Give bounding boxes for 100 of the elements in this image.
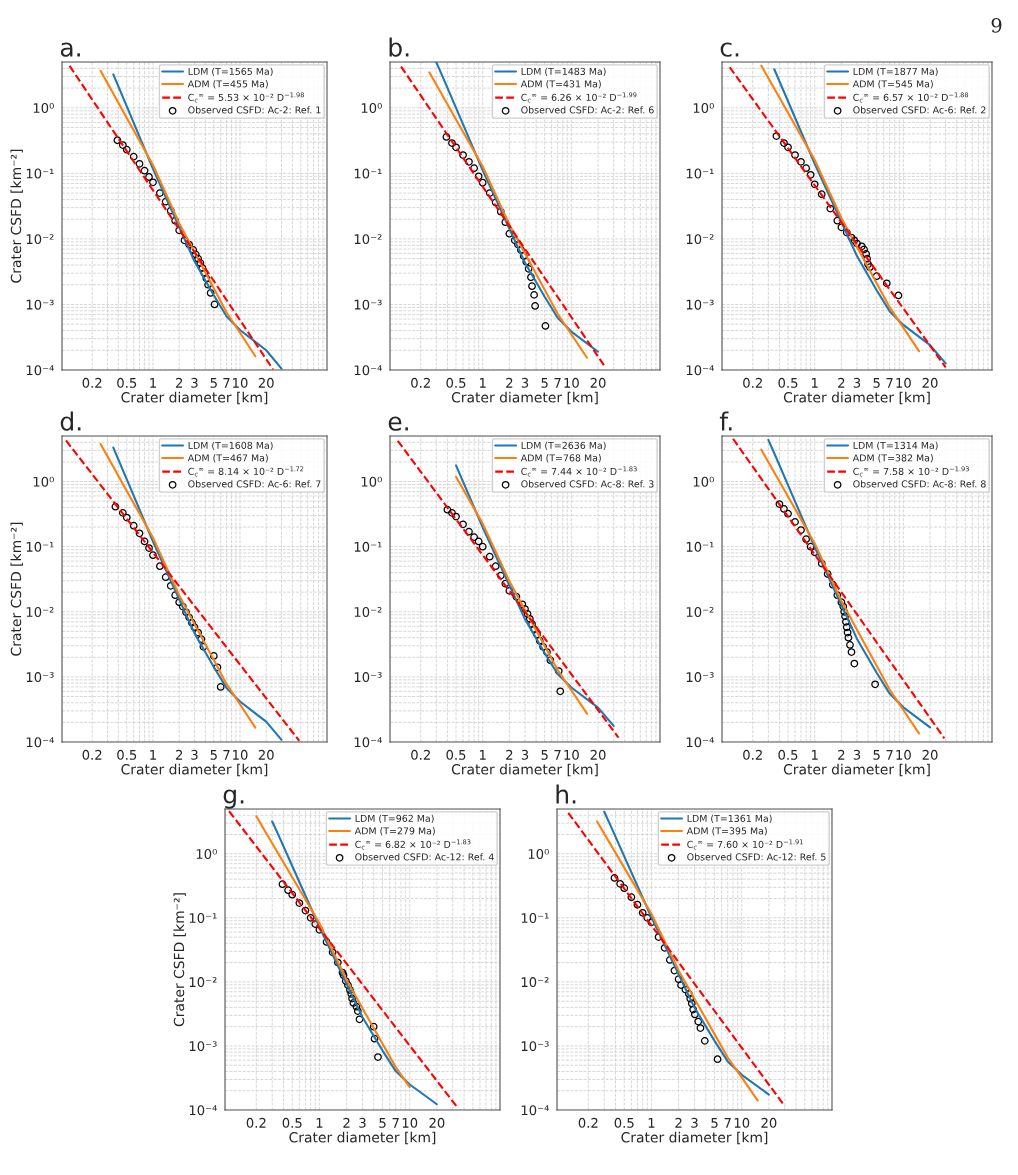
x-tick-label: 0.5 — [282, 1117, 302, 1128]
legend-label: C$_{c}$$^{∞}$ = 7.44 × 10⁻² D$^{−1.83}$ — [521, 466, 637, 477]
y-tick-label: 10⁰ — [196, 848, 217, 859]
y-tick-label: 10⁰ — [693, 103, 714, 114]
y-tick-label: 10⁻¹ — [686, 168, 714, 179]
legend-label: Observed CSFD: Ac-8: Ref. 3 — [521, 480, 654, 488]
legend-label: Observed CSFD: Ac-2: Ref. 6 — [521, 106, 654, 114]
legend-label: LDM (T=1483 Ma) — [521, 67, 606, 77]
x-tick-label: 0.5 — [446, 377, 466, 388]
x-axis-title: Crater diameter [km] — [451, 391, 598, 405]
legend-label: LDM (T=2636 Ma) — [521, 441, 606, 451]
chart-title: a. — [60, 42, 80, 57]
y-tick-label: 10⁰ — [693, 476, 714, 487]
y-tick-label: 10⁻⁴ — [686, 737, 714, 748]
x-axis-title: Crater diameter [km] — [783, 763, 930, 777]
legend-label: ADM (T=279 Ma) — [354, 827, 435, 836]
legend-label: C$_{c}$$^{∞}$ = 6.26 × 10⁻² D$^{−1.99}$ — [521, 92, 637, 103]
legend-label: LDM (T=1565 Ma) — [188, 67, 273, 77]
x-tick-label: 0.5 — [614, 1117, 634, 1128]
y-tick-label: 10⁻² — [26, 234, 54, 245]
x-tick-label: 1 — [150, 378, 156, 388]
x-tick-label: 10 — [233, 749, 248, 760]
y-tick-label: 10⁻³ — [521, 1041, 549, 1052]
x-tick-label: 3 — [853, 377, 861, 388]
x-tick-label: 20 — [922, 749, 938, 760]
x-tick-label: 7 — [392, 1118, 399, 1128]
x-tick-label: 10 — [402, 1117, 418, 1128]
x-tick-label: 2 — [343, 1117, 350, 1128]
x-tick-label: 2 — [838, 749, 845, 760]
x-axis-title: Crater diameter [km] — [783, 391, 930, 405]
x-tick-label: 5 — [711, 1118, 718, 1128]
chart-title: e. — [388, 416, 408, 431]
x-tick-label: 0.5 — [446, 749, 466, 760]
y-tick-label: 10⁻² — [686, 234, 714, 245]
x-tick-label: 0.5 — [778, 749, 798, 760]
x-tick-label: 0.2 — [743, 749, 762, 760]
x-tick-label: 2 — [675, 1117, 682, 1128]
y-tick-label: 10⁻² — [686, 606, 714, 617]
y-tick-label: 10⁻¹ — [189, 913, 217, 924]
x-tick-label: 1 — [316, 1118, 323, 1128]
y-tick-label: 10⁻³ — [189, 1041, 217, 1052]
legend-label: LDM (T=1361 Ma) — [687, 814, 772, 824]
x-tick-label: 1 — [811, 378, 818, 388]
y-tick-label: 10⁻⁴ — [189, 1105, 217, 1116]
x-tick-label: 7 — [554, 750, 561, 760]
legend-label: C$_{c}$$^{∞}$ = 7.60 × 10⁻² D$^{−1.91}$ — [687, 839, 803, 850]
x-tick-label: 10 — [564, 749, 579, 760]
x-tick-label: 20 — [429, 1117, 445, 1128]
y-tick-label: 10⁻³ — [686, 299, 714, 310]
x-tick-label: 0.2 — [82, 749, 102, 760]
y-tick-label: 10⁻² — [354, 606, 382, 617]
y-axis-title: Crater CSFD [km⁻²] — [10, 149, 23, 283]
y-tick-label: 10⁰ — [361, 476, 382, 487]
y-tick-label: 10⁻³ — [26, 299, 54, 310]
x-tick-label: 5 — [379, 1118, 386, 1128]
x-tick-label: 5 — [541, 750, 548, 760]
chart-title: f. — [719, 411, 732, 431]
x-tick-label: 20 — [761, 1117, 777, 1128]
y-tick-label: 10⁰ — [528, 848, 549, 859]
y-tick-label: 10⁻¹ — [26, 168, 54, 179]
x-tick-label: 0.5 — [778, 377, 798, 388]
x-tick-label: 7 — [554, 378, 561, 388]
y-tick-label: 10⁻⁴ — [26, 737, 54, 748]
legend-label: ADM (T=545 Ma) — [852, 80, 933, 89]
x-tick-label: 1 — [479, 378, 486, 388]
legend-label: Observed CSFD: Ac-6: Ref. 2 — [853, 106, 986, 114]
x-tick-label: 1 — [811, 750, 818, 760]
legend-label: Observed CSFD: Ac-8: Ref. 8 — [853, 480, 986, 488]
legend-label: LDM (T=962 Ma) — [355, 814, 434, 824]
x-tick-label: 7 — [223, 378, 230, 388]
x-tick-label: 1 — [150, 750, 156, 760]
y-axis-title: Crater CSFD [km⁻²] — [10, 522, 23, 656]
x-tick-label: 3 — [691, 1117, 698, 1128]
legend-label: C$_{c}$$^{∞}$ = 8.14 × 10⁻² D$^{−1.72}$ — [188, 466, 304, 477]
y-tick-label: 10⁰ — [33, 103, 54, 114]
x-tick-label: 3 — [191, 377, 198, 388]
x-axis-title: Crater diameter [km] — [121, 763, 268, 777]
x-tick-label: 10 — [564, 377, 579, 388]
y-axis-title: Crater CSFD [km⁻²] — [173, 893, 186, 1027]
legend-label: ADM (T=395 Ma) — [686, 827, 767, 836]
y-tick-label: 10⁻³ — [686, 672, 714, 683]
x-tick-label: 2 — [838, 377, 845, 388]
x-tick-label: 3 — [521, 749, 529, 760]
y-tick-label: 10⁻¹ — [26, 541, 54, 552]
x-tick-label: 10 — [896, 377, 911, 388]
x-tick-label: 20 — [590, 749, 606, 760]
y-tick-label: 10⁻⁴ — [686, 365, 714, 376]
y-tick-label: 10⁻³ — [354, 299, 382, 310]
x-axis-title: Crater diameter [km] — [121, 391, 268, 405]
x-tick-label: 3 — [853, 749, 861, 760]
y-tick-label: 10⁻⁴ — [354, 365, 382, 376]
x-tick-label: 20 — [258, 377, 274, 388]
x-tick-label: 0.2 — [246, 1117, 266, 1128]
legend-label: Observed CSFD: Ac-2: Ref. 1 — [188, 106, 321, 114]
x-tick-label: 10 — [896, 749, 911, 760]
legend-label: ADM (T=382 Ma) — [852, 454, 933, 463]
x-tick-label: 2 — [506, 377, 513, 388]
y-tick-label: 10⁻³ — [26, 672, 54, 683]
x-axis-title: Crater diameter [km] — [289, 1131, 436, 1145]
x-tick-label: 10 — [734, 1117, 750, 1128]
